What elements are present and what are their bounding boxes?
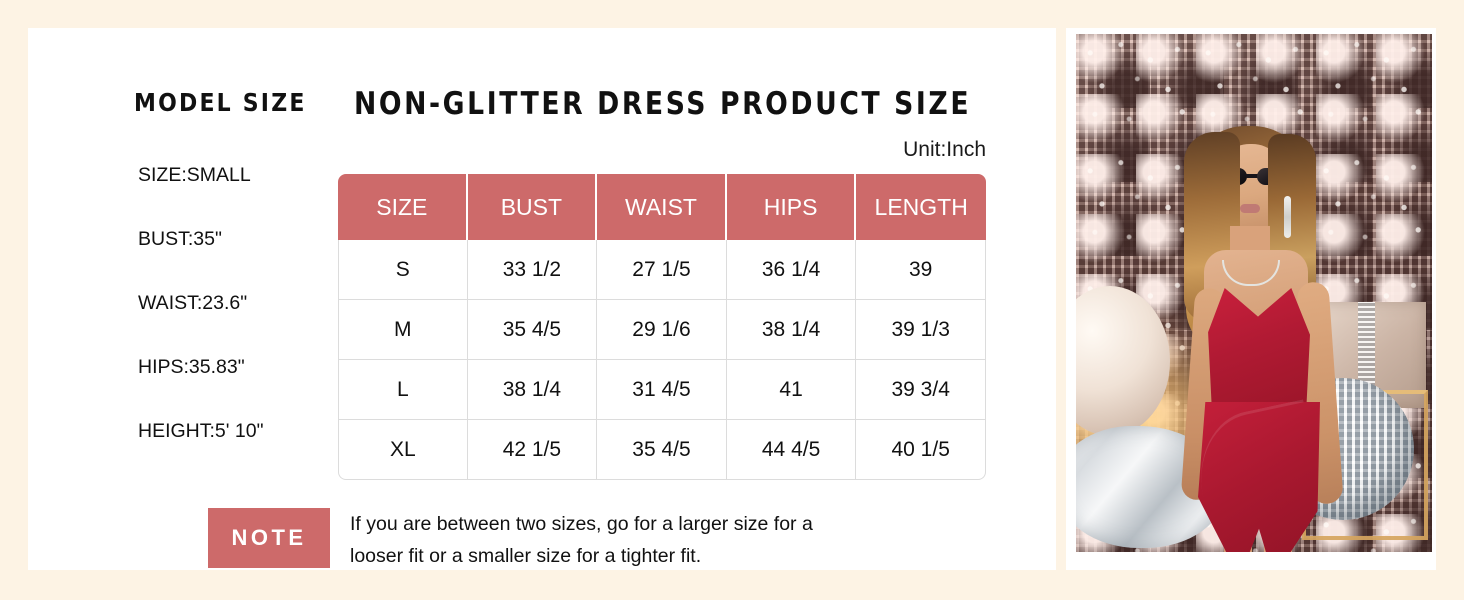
list-item: WAIST:23.6" (138, 292, 248, 314)
cell-size: L (338, 360, 468, 420)
column-header-bust: BUST (467, 174, 598, 240)
cell-hips: 44 4/5 (726, 420, 857, 480)
note-badge: NOTE (208, 508, 330, 568)
table-header-row: SIZE BUST WAIST HIPS LENGTH (338, 174, 986, 240)
cell-bust: 38 1/4 (467, 360, 598, 420)
white-balloon-prop (1076, 286, 1170, 436)
earring (1284, 196, 1291, 238)
cell-length: 39 3/4 (856, 360, 986, 420)
page-title: NON-GLITTER DRESS PRODUCT SIZE (354, 86, 972, 122)
cell-length: 40 1/5 (856, 420, 986, 480)
table-row: L 38 1/4 31 4/5 41 39 3/4 (338, 360, 986, 420)
product-photo (1076, 34, 1432, 552)
cell-length: 39 (856, 240, 986, 300)
dress-skirt (1198, 402, 1320, 552)
cell-size: M (338, 300, 468, 360)
table-row: S 33 1/2 27 1/5 36 1/4 39 (338, 240, 986, 300)
info-card: MODEL SIZE SIZE:SMALL BUST:35" WAIST:23.… (28, 28, 1056, 570)
table-row: M 35 4/5 29 1/6 38 1/4 39 1/3 (338, 300, 986, 360)
column-header-waist: WAIST (597, 174, 727, 240)
model-figure (1164, 92, 1360, 552)
glasses-bridge (1246, 174, 1258, 178)
model-size-heading: MODEL SIZE (134, 88, 307, 117)
column-header-length: LENGTH (856, 174, 986, 240)
unit-label: Unit:Inch (903, 138, 986, 161)
column-header-hips: HIPS (726, 174, 857, 240)
cell-waist: 29 1/6 (597, 300, 727, 360)
cell-bust: 33 1/2 (467, 240, 598, 300)
cell-hips: 38 1/4 (726, 300, 857, 360)
table-row: XL 42 1/5 35 4/5 44 4/5 40 1/5 (338, 420, 986, 480)
list-item: HEIGHT:5' 10" (138, 420, 264, 442)
cell-bust: 35 4/5 (467, 300, 598, 360)
cell-size: XL (338, 420, 468, 480)
photo-card (1066, 28, 1436, 570)
list-item: BUST:35" (138, 228, 222, 250)
cell-hips: 36 1/4 (726, 240, 857, 300)
note-text: If you are between two sizes, go for a l… (350, 513, 813, 567)
list-item: SIZE:SMALL (138, 164, 251, 186)
cell-waist: 27 1/5 (597, 240, 727, 300)
cell-hips: 41 (726, 360, 857, 420)
lips (1240, 204, 1260, 213)
cell-bust: 42 1/5 (467, 420, 598, 480)
column-header-size: SIZE (338, 174, 468, 240)
cell-length: 39 1/3 (856, 300, 986, 360)
cell-waist: 35 4/5 (597, 420, 727, 480)
size-table: SIZE BUST WAIST HIPS LENGTH S 33 1/2 27 … (338, 174, 986, 480)
cell-size: S (338, 240, 468, 300)
cell-waist: 31 4/5 (597, 360, 727, 420)
list-item: HIPS:35.83" (138, 356, 245, 378)
model-measurement-list: SIZE:SMALL BUST:35" WAIST:23.6" HIPS:35.… (138, 159, 328, 479)
